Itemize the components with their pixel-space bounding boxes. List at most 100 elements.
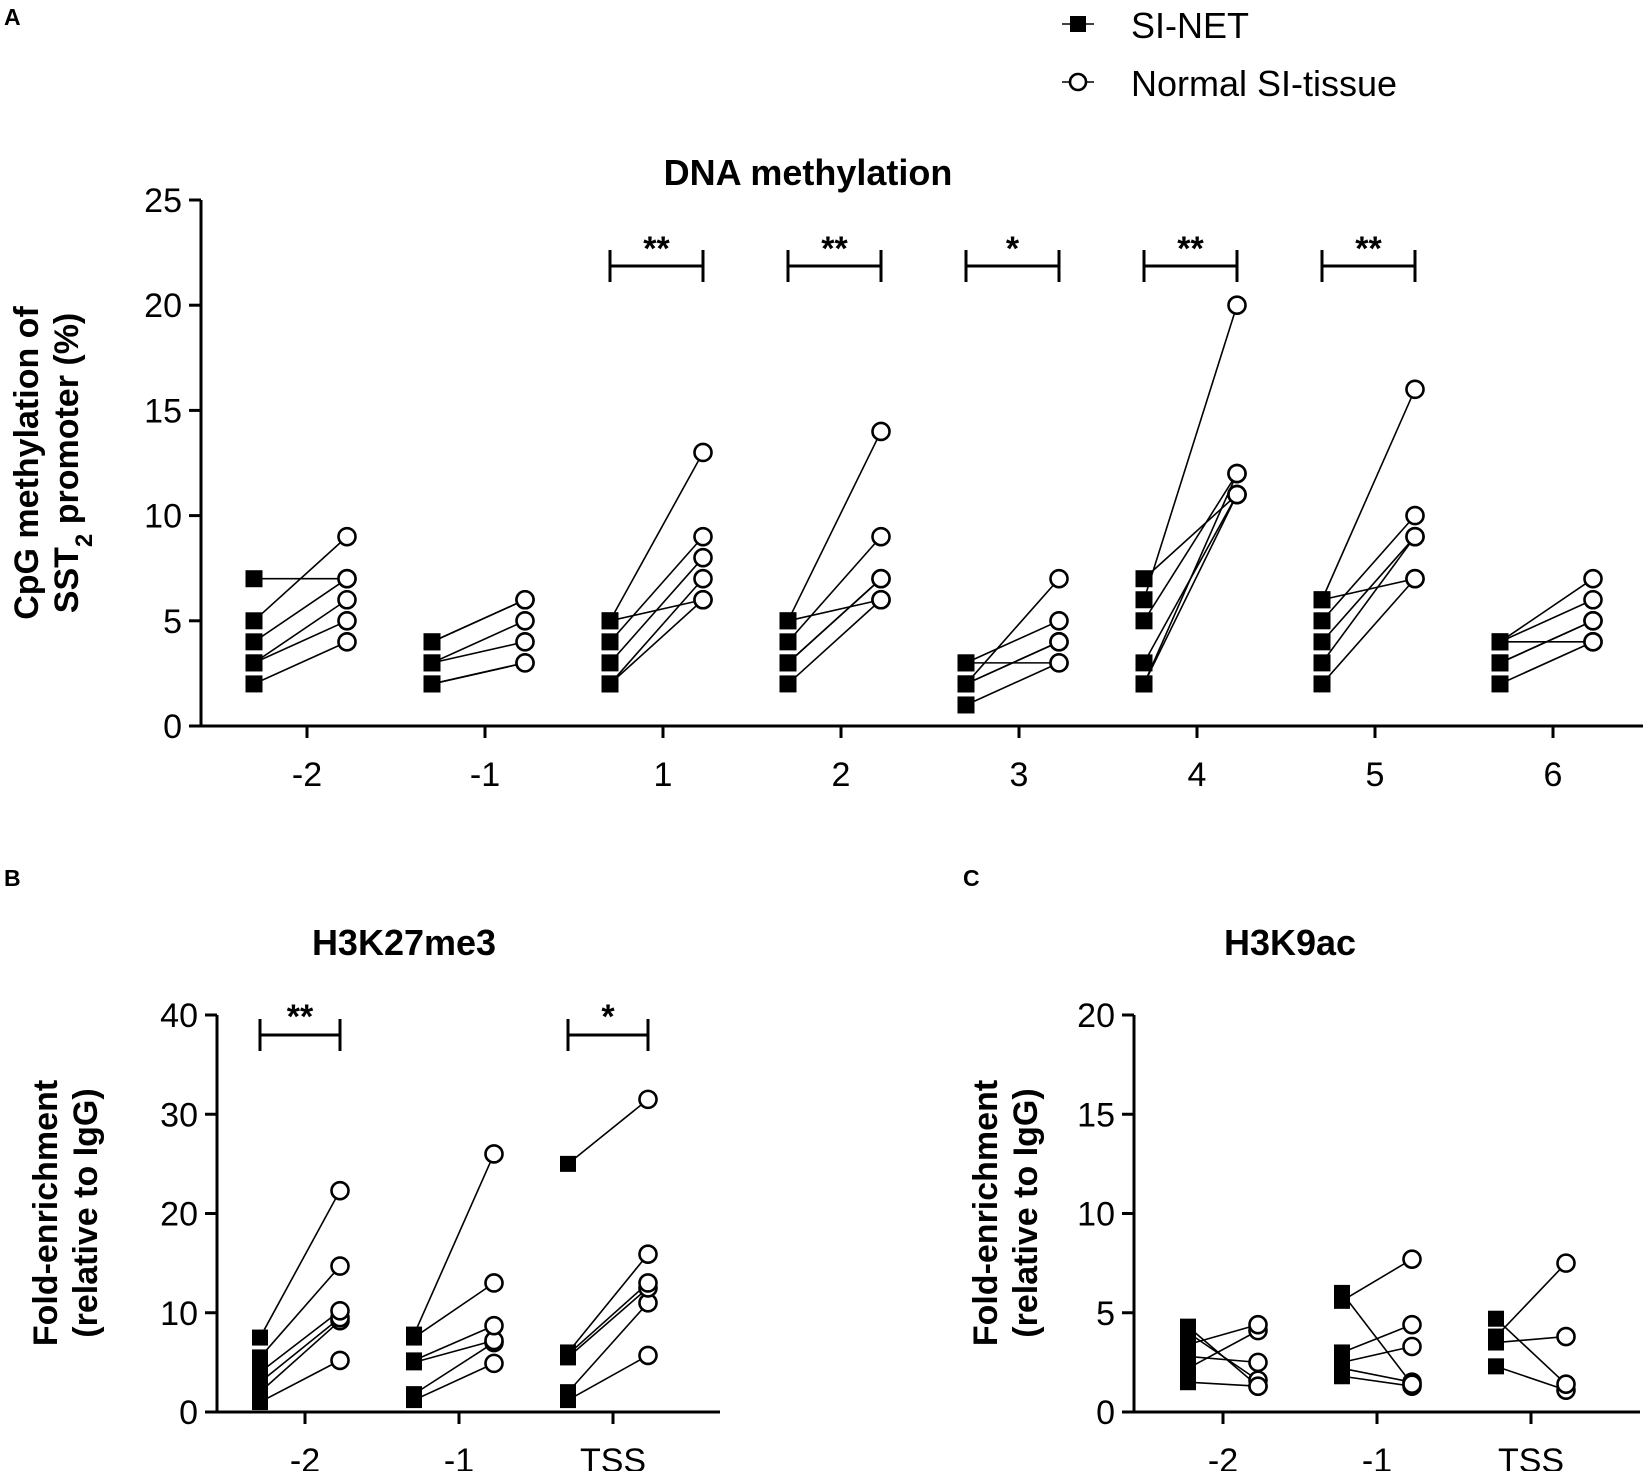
- legend-label-si-net: SI-NET: [1131, 5, 1249, 46]
- y-tick-label: 40: [160, 997, 198, 1035]
- chart-title: H3K9ac: [1224, 922, 1356, 963]
- y-tick-label: 10: [160, 1295, 198, 1333]
- x-tick-label: 2: [832, 756, 851, 794]
- normal-tissue-point: [484, 1273, 504, 1293]
- x-tick-label: 3: [1010, 756, 1029, 794]
- si-net-point: [601, 675, 619, 693]
- panel-label-a: A: [4, 4, 21, 30]
- normal-tissue-point: [1405, 526, 1425, 547]
- y-tick-label: 5: [1096, 1295, 1115, 1333]
- pair-line: [567, 1282, 649, 1356]
- y-tick-label: 30: [160, 1096, 198, 1134]
- si-net-point: [957, 675, 975, 693]
- y-axis-label: Fold-enrichment(relative to IgG): [967, 1080, 1045, 1346]
- si-net-point: [1488, 1310, 1504, 1327]
- normal-tissue-point: [337, 589, 357, 610]
- pair-line: [1143, 493, 1238, 580]
- pair-line: [1341, 1345, 1413, 1364]
- si-net-point: [423, 675, 441, 693]
- x-tick-label: 4: [1188, 756, 1207, 794]
- normal-tissue-point: [693, 442, 713, 463]
- normal-tissue-point: [1049, 610, 1069, 631]
- pair-line: [431, 599, 526, 643]
- pair-line: [259, 1190, 341, 1338]
- y-tick-label: 5: [163, 603, 182, 641]
- y-axis-label-line: Fold-enrichment: [27, 1080, 65, 1346]
- pair-line: [259, 1359, 341, 1403]
- normal-tissue-point: [484, 1353, 504, 1374]
- pair-line: [431, 620, 526, 664]
- pair-line: [567, 1253, 649, 1353]
- normal-tissue-point: [515, 653, 535, 673]
- normal-tissue-point: [1227, 484, 1247, 505]
- significance-stars: *: [1006, 230, 1020, 268]
- pair-line: [1321, 515, 1416, 622]
- normal-tissue-point: [638, 1273, 658, 1293]
- normal-tissue-point: [1402, 1336, 1422, 1357]
- normal-tissue-point: [1049, 568, 1069, 589]
- si-net-point: [1488, 1358, 1504, 1375]
- si-net-point: [779, 675, 797, 693]
- significance-stars: **: [287, 998, 314, 1036]
- normal-tissue-point: [1402, 1249, 1422, 1269]
- legend-marker-normal: [1068, 72, 1088, 92]
- significance-bracket: [1142, 250, 1239, 282]
- normal-tissue-point: [1402, 1374, 1422, 1395]
- y-axis-label-subscript: 2: [71, 534, 98, 547]
- pair-line: [1495, 1262, 1567, 1338]
- chart-title: H3K27me3: [312, 922, 496, 963]
- si-net-point: [1488, 1328, 1504, 1345]
- normal-tissue-point: [638, 1089, 658, 1110]
- pair-line: [1187, 1326, 1259, 1387]
- si-net-point: [779, 612, 797, 630]
- pair-line: [413, 1341, 495, 1395]
- si-net-point: [406, 1352, 422, 1369]
- si-net-point: [560, 1155, 576, 1172]
- y-tick-label: 0: [1096, 1394, 1115, 1432]
- pair-line: [253, 620, 348, 664]
- pair-line: [567, 1098, 649, 1165]
- si-net-point: [1491, 654, 1509, 672]
- pair-line: [965, 620, 1060, 664]
- y-axis-label-line: (relative to IgG): [1007, 1088, 1045, 1337]
- x-tick-label: 1: [654, 756, 673, 794]
- y-axis-label-line: CpG methylation of: [8, 306, 46, 620]
- normal-tissue-point: [337, 568, 357, 589]
- normal-tissue-point: [330, 1256, 350, 1276]
- pair-line: [413, 1282, 495, 1339]
- normal-tissue-point: [693, 526, 713, 547]
- si-net-point: [560, 1344, 576, 1361]
- si-net-point: [1180, 1374, 1196, 1391]
- significance-stars: *: [601, 998, 615, 1036]
- si-net-point: [560, 1384, 576, 1401]
- normal-tissue-point: [515, 632, 535, 652]
- y-axis-label-line: (relative to IgG): [67, 1088, 105, 1337]
- pair-line: [1495, 1365, 1567, 1391]
- si-net-point: [245, 612, 263, 630]
- x-tick-label: -1: [444, 1442, 474, 1471]
- normal-tissue-point: [1405, 568, 1425, 589]
- si-net-point: [245, 675, 263, 693]
- pair-line: [1187, 1355, 1259, 1364]
- si-net-point: [252, 1364, 268, 1381]
- chart-title: DNA methylation: [664, 152, 953, 193]
- si-net-point: [601, 612, 619, 630]
- significance-stars: **: [1355, 230, 1382, 268]
- pair-line: [1341, 1258, 1413, 1302]
- normal-tissue-point: [1583, 589, 1603, 610]
- pair-line: [1499, 641, 1594, 685]
- y-tick-label: 15: [1077, 1096, 1115, 1134]
- x-tick-label: TSS: [1498, 1442, 1564, 1471]
- pair-line: [1187, 1381, 1259, 1387]
- normal-tissue-point: [1227, 463, 1247, 484]
- normal-tissue-point: [330, 1300, 350, 1321]
- normal-tissue-point: [484, 1144, 504, 1164]
- pair-line: [1143, 473, 1238, 622]
- significance-stars: **: [821, 230, 848, 268]
- normal-tissue-point: [515, 589, 535, 610]
- normal-tissue-point: [638, 1345, 658, 1366]
- pair-line: [609, 598, 704, 622]
- pair-line: [567, 1354, 649, 1401]
- si-net-point: [601, 654, 619, 672]
- pair-line: [253, 641, 348, 685]
